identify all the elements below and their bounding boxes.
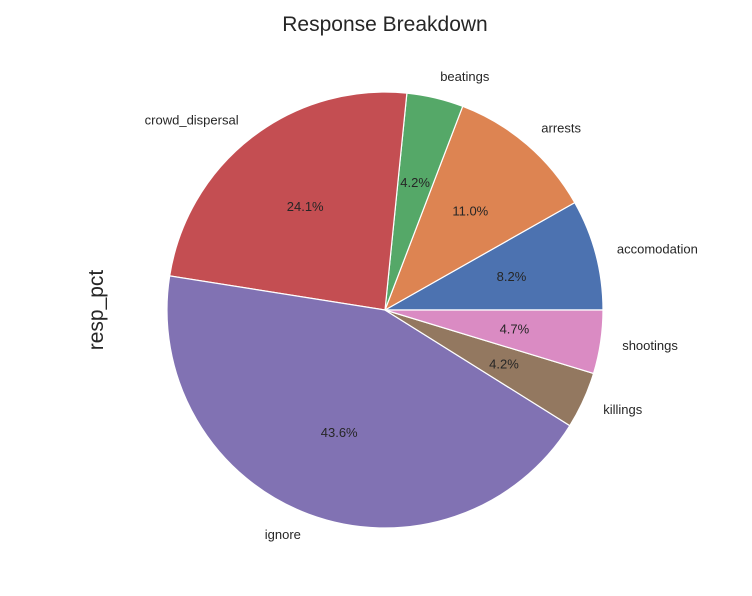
pie-percent-crowd-dispersal: 24.1%	[287, 199, 324, 214]
pie-label-accomodation: accomodation	[617, 241, 698, 256]
pie-percent-accomodation: 8.2%	[497, 269, 527, 284]
pie-label-killings: killings	[603, 402, 643, 417]
pie-slice-crowd-dispersal	[168, 91, 408, 311]
pie-slice-accomodation	[382, 201, 604, 311]
pie-percent-arrests: 11.0%	[452, 203, 488, 218]
pie-label-ignore: ignore	[265, 527, 301, 542]
pie-slices	[166, 91, 604, 529]
chart-title: Response Breakdown	[282, 13, 487, 36]
pie-label-shootings: shootings	[622, 338, 678, 353]
pie-percent-killings: 4.2%	[489, 357, 519, 372]
y-axis-label: resp_pct	[85, 270, 108, 351]
pie-percent-beatings: 4.2%	[400, 175, 430, 190]
pie-label-arrests: arrests	[541, 121, 581, 136]
pie-labels: accomodation 8.2% arrests 11.0% beatings 4.2%…	[145, 69, 698, 542]
pie-label-crowd-dispersal: crowd_dispersal	[145, 113, 239, 128]
pie-label-beatings: beatings	[440, 69, 490, 84]
pie-percent-shootings: 4.7%	[500, 322, 530, 337]
pie-slice-ignore	[166, 275, 571, 529]
pie-slice-shootings	[384, 309, 604, 375]
pie-slice-arrests	[383, 105, 576, 312]
pie-percent-ignore: 43.6%	[321, 425, 358, 440]
